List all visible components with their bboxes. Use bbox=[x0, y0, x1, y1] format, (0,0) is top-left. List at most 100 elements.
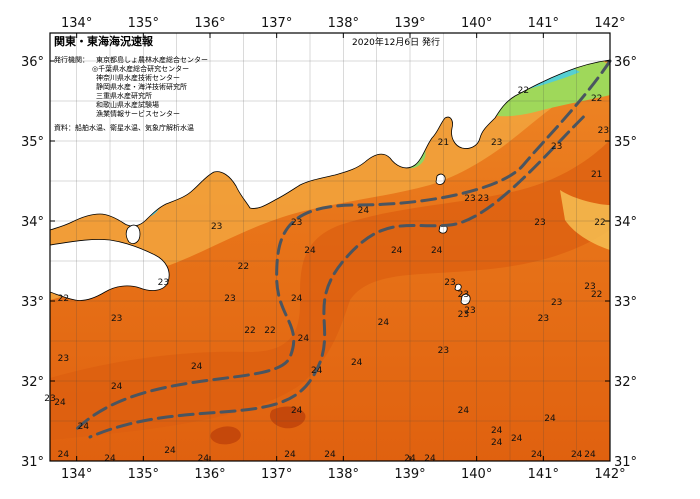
temperature-value: 23 bbox=[538, 314, 549, 324]
longitude-tick-top: 134° bbox=[61, 16, 92, 31]
temperature-value: 24 bbox=[431, 246, 443, 256]
issue-date: 2020年12月6日 発行 bbox=[352, 36, 440, 48]
temperature-value: 22 bbox=[594, 218, 605, 228]
temperature-value: 23 bbox=[438, 346, 449, 356]
temperature-value: 23 bbox=[491, 138, 502, 148]
temperature-value: 22 bbox=[518, 86, 529, 96]
current-axis-line bbox=[75, 59, 612, 431]
temperature-value: 23 bbox=[478, 194, 489, 204]
temperature-value: 24 bbox=[424, 454, 436, 464]
temperature-value: 23 bbox=[464, 306, 475, 316]
issuer-org-5: 三重県水産研究所 bbox=[96, 91, 152, 100]
temperature-value: 24 bbox=[291, 294, 303, 304]
latitude-tick-left: 34° bbox=[21, 215, 44, 230]
longitude-axis: 134° 134° 135° 135° 136° 136° 137° 137° 138° 138°… bbox=[61, 16, 626, 482]
temperature-value: 24 bbox=[191, 362, 203, 372]
temperature-value: 22 bbox=[264, 326, 275, 336]
longitude-tick-bottom: 137° bbox=[261, 467, 292, 482]
longitude-tick-bottom: 139° bbox=[394, 467, 425, 482]
issuer-org-6: 和歌山県水産試験場 bbox=[96, 100, 159, 109]
map-frame bbox=[49, 32, 611, 462]
land-oshima bbox=[435, 173, 446, 185]
temperature-value: 22 bbox=[58, 294, 69, 304]
longitude-tick-top: 142° bbox=[594, 16, 625, 31]
longitude-tick-bottom: 135° bbox=[128, 467, 159, 482]
latitude-tick-left: 36° bbox=[21, 55, 44, 70]
longitude-tick-top: 138° bbox=[328, 16, 359, 31]
longitude-tick-top: 140° bbox=[461, 16, 492, 31]
latitude-tick-right: 32° bbox=[614, 375, 637, 390]
longitude-tick-top: 139° bbox=[394, 16, 425, 31]
temperature-value: 23 bbox=[444, 278, 455, 288]
temperature-value: 23 bbox=[464, 194, 475, 204]
kuroshio-current-axis bbox=[75, 59, 612, 439]
temperature-value: 22 bbox=[238, 262, 249, 272]
issuer-org-1: 東京都島しょ農林水産総合センター bbox=[96, 55, 208, 64]
temperature-value: 24 bbox=[391, 246, 403, 256]
temperature-value: 23 bbox=[584, 282, 595, 292]
temperature-value: 23 bbox=[58, 354, 69, 364]
data-source: 資料：船舶水温、衛星水温、気象庁解析水温 bbox=[54, 123, 194, 132]
temperature-value: 24 bbox=[111, 382, 123, 392]
latitude-tick-right: 33° bbox=[614, 295, 637, 310]
longitude-tick-top: 135° bbox=[128, 16, 159, 31]
temperature-value: 24 bbox=[458, 406, 470, 416]
temperature-value: 23 bbox=[551, 142, 562, 152]
temperature-value: 24 bbox=[311, 366, 323, 376]
latitude-tick-right: 34° bbox=[614, 215, 637, 230]
longitude-tick-bottom: 140° bbox=[461, 467, 492, 482]
temperature-value: 24 bbox=[304, 246, 316, 256]
land-honshu bbox=[50, 33, 610, 231]
temperature-value: 24 bbox=[54, 398, 66, 408]
temperature-value: 23 bbox=[224, 294, 235, 304]
temperature-value: 23 bbox=[458, 310, 469, 320]
temperature-value: 23 bbox=[291, 218, 302, 228]
temperature-value: 23 bbox=[111, 314, 122, 324]
issuer-block: 発行機関： 東京都島しょ農林水産総合センター ◎千葉県水産総合研究センター 神奈… bbox=[54, 55, 208, 132]
land-mikura bbox=[454, 283, 462, 291]
map-title: 関東・東海海況速報 bbox=[54, 34, 154, 48]
temperature-value: 24 bbox=[164, 446, 176, 456]
temperature-value: 23 bbox=[534, 218, 545, 228]
kuroshio-warm-band bbox=[50, 140, 610, 440]
issuer-org-7: 漁業情報サービスセンター bbox=[96, 109, 180, 118]
temperature-value: 24 bbox=[284, 450, 296, 460]
issuer-org-3: 神奈川県水産技術センター bbox=[96, 73, 180, 82]
issuer-org-4: 静岡県水産・海洋技術研究所 bbox=[96, 82, 187, 91]
temperature-value: 24 bbox=[104, 454, 116, 464]
temperature-value: 23 bbox=[551, 298, 562, 308]
longitude-tick-top: 137° bbox=[261, 16, 292, 31]
land-hachijo bbox=[460, 293, 471, 305]
longitude-tick-bottom: 134° bbox=[61, 467, 92, 482]
latitude-tick-left: 33° bbox=[21, 295, 44, 310]
temperature-value: 21 bbox=[438, 138, 449, 148]
issuer-org-2: ◎千葉県水産総合研究センター bbox=[92, 64, 189, 73]
temperature-value: 24 bbox=[324, 450, 336, 460]
temperature-value: 22 bbox=[244, 326, 255, 336]
temperature-value: 24 bbox=[584, 450, 596, 460]
temperature-value: 23 bbox=[158, 278, 169, 288]
temperature-value: 24 bbox=[544, 414, 556, 424]
longitude-tick-bottom: 141° bbox=[528, 467, 559, 482]
temperature-value: 24 bbox=[531, 450, 543, 460]
temperature-value: 21 bbox=[591, 170, 602, 180]
longitude-tick-top: 136° bbox=[194, 16, 225, 31]
latitude-tick-left: 35° bbox=[21, 135, 44, 150]
temperature-value: 24 bbox=[491, 438, 503, 448]
warm-eddy-1 bbox=[210, 426, 241, 445]
offshore-cool-east bbox=[560, 190, 610, 250]
land-shikoku bbox=[50, 239, 170, 301]
temperature-value: 22 bbox=[591, 94, 602, 104]
temperature-value: 24 bbox=[291, 406, 303, 416]
issuer-label: 発行機関： bbox=[54, 55, 89, 64]
longitude-tick-top: 141° bbox=[528, 16, 559, 31]
temperature-value: 24 bbox=[78, 422, 90, 432]
temperature-value: 24 bbox=[511, 434, 523, 444]
temperature-value: 24 bbox=[378, 318, 390, 328]
current-axis-line bbox=[88, 115, 585, 439]
land-awaji bbox=[125, 224, 141, 244]
temperature-value: 24 bbox=[58, 450, 70, 460]
longitude-tick-bottom: 142° bbox=[594, 467, 625, 482]
map-canvas bbox=[50, 33, 610, 461]
